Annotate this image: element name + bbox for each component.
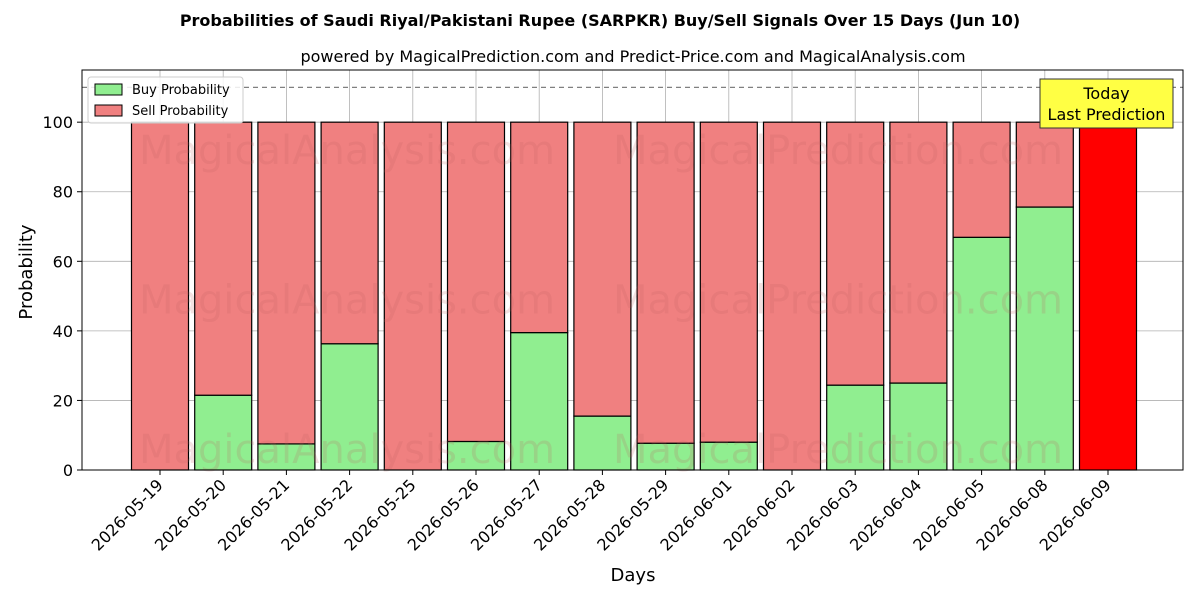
buy-bar: [826, 384, 885, 471]
watermark-text: MagicalAnalysis.com: [139, 128, 555, 174]
sell-bar: [510, 121, 569, 334]
buy-bar: [573, 415, 632, 471]
plot-frame: [81, 69, 1184, 471]
buy-bar: [320, 343, 379, 471]
sell-bar: [573, 121, 632, 417]
legend-label: Sell Probability: [132, 104, 229, 119]
y-tick-label: 40: [53, 322, 73, 341]
legend-label: Buy Probability: [132, 83, 230, 98]
chart-subtitle: powered by MagicalPrediction.com and Pre…: [300, 47, 965, 66]
buy-bar: [1015, 206, 1074, 471]
buy-bar: [952, 236, 1011, 471]
annotation-line: Last Prediction: [1048, 105, 1166, 124]
legend: Buy Probability Sell Probability: [87, 76, 244, 124]
sell-bar: [889, 121, 948, 384]
legend-swatch: [94, 83, 123, 96]
sell-bar: [383, 121, 442, 471]
buy-bar: [636, 442, 695, 471]
sell-bar: [762, 121, 822, 471]
sell-bar: [320, 121, 379, 345]
y-axis-label: Probability: [16, 224, 37, 319]
watermark-text: MagicalPrediction.com: [613, 128, 1063, 174]
annotation-box: [1039, 78, 1174, 129]
y-tick-label: 20: [53, 391, 73, 410]
sell-bar: [952, 121, 1011, 238]
annotation-line: Today: [1082, 84, 1129, 103]
watermark-layer: MagicalAnalysis.com MagicalPrediction.com…: [139, 128, 1063, 473]
chart-title: Probabilities of Saudi Riyal/Pakistani R…: [180, 11, 1020, 30]
sell-bar: [1078, 121, 1138, 471]
y-axis-ticks: 0 20 40 60 80 100: [42, 113, 82, 480]
x-axis-ticks: 2026-05-192026-05-202026-05-212026-05-22…: [88, 470, 1115, 555]
buy-bar: [446, 440, 506, 471]
sell-bar: [699, 121, 758, 443]
buy-bar: [510, 332, 569, 471]
bars: [130, 121, 1138, 471]
watermark-text: MagicalAnalysis.com: [139, 278, 555, 324]
sell-bar: [636, 121, 695, 444]
sell-bar: [257, 121, 316, 445]
sell-bar: [826, 121, 885, 386]
y-tick-label: 0: [63, 461, 73, 480]
y-tick-label: 60: [53, 252, 73, 271]
legend-box: [87, 76, 244, 124]
watermark-text: MagicalPrediction.com: [613, 427, 1063, 473]
sell-bar: [446, 121, 506, 443]
x-axis-label: Days: [611, 565, 656, 586]
watermark-text: MagicalAnalysis.com: [139, 427, 555, 473]
buy-bar: [889, 382, 948, 471]
sell-bar: [194, 121, 253, 396]
y-tick-label: 100: [42, 113, 73, 132]
today-annotation: Today Last Prediction: [1039, 78, 1174, 129]
legend-swatch: [94, 104, 123, 117]
watermark-text: MagicalPrediction.com: [613, 278, 1063, 324]
y-tick-label: 80: [53, 183, 73, 202]
